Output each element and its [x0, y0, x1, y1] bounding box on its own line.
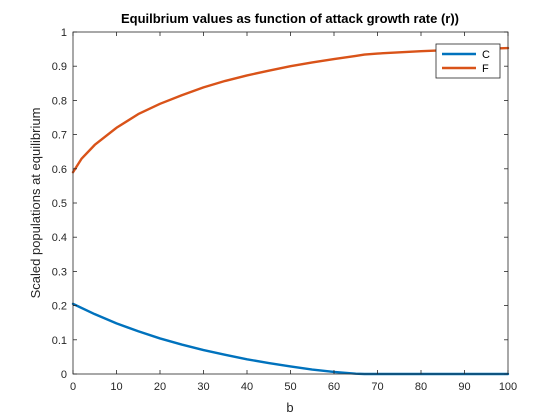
y-tick-label: 0.9 — [52, 61, 67, 73]
x-tick-label: 50 — [284, 381, 296, 393]
x-tick-label: 20 — [154, 381, 166, 393]
x-tick-label: 80 — [415, 381, 427, 393]
legend: CF — [435, 43, 501, 79]
y-tick-label: 0.6 — [52, 164, 67, 176]
y-tick-label: 0.1 — [52, 335, 67, 347]
legend-label-F: F — [482, 63, 489, 75]
legend-box — [435, 43, 501, 79]
legend-label-C: C — [482, 49, 490, 61]
x-tick-label: 100 — [499, 381, 517, 393]
x-tick-label: 70 — [371, 381, 383, 393]
y-tick-label: 0.8 — [52, 95, 67, 107]
plot-area — [73, 32, 508, 374]
y-axis-label: Scaled populations at equilibrium — [28, 108, 43, 299]
y-tick-label: 0 — [61, 369, 67, 381]
x-tick-label: 40 — [241, 381, 253, 393]
chart-title: Equilbrium values as function of attack … — [121, 11, 459, 26]
y-tick-label: 1 — [61, 27, 67, 39]
x-tick-label: 90 — [458, 381, 470, 393]
y-tick-label: 0.3 — [52, 266, 67, 278]
x-tick-label: 30 — [197, 381, 209, 393]
x-tick-label: 60 — [328, 381, 340, 393]
x-axis-label: b — [286, 400, 293, 415]
x-tick-label: 0 — [70, 381, 76, 393]
axes-layer: 0 10 20 30 40 50 60 70 80 90 100 0 0.1 0.2 0.3 0.4 0.5 0.… — [52, 27, 517, 393]
y-tick-label: 0.2 — [52, 301, 67, 313]
series-line-F — [71, 46, 510, 174]
y-tick-label: 0.5 — [52, 198, 67, 210]
y-tick-label: 0.4 — [52, 232, 67, 244]
x-tick-label: 10 — [110, 381, 122, 393]
y-tick-label: 0.7 — [52, 130, 67, 142]
